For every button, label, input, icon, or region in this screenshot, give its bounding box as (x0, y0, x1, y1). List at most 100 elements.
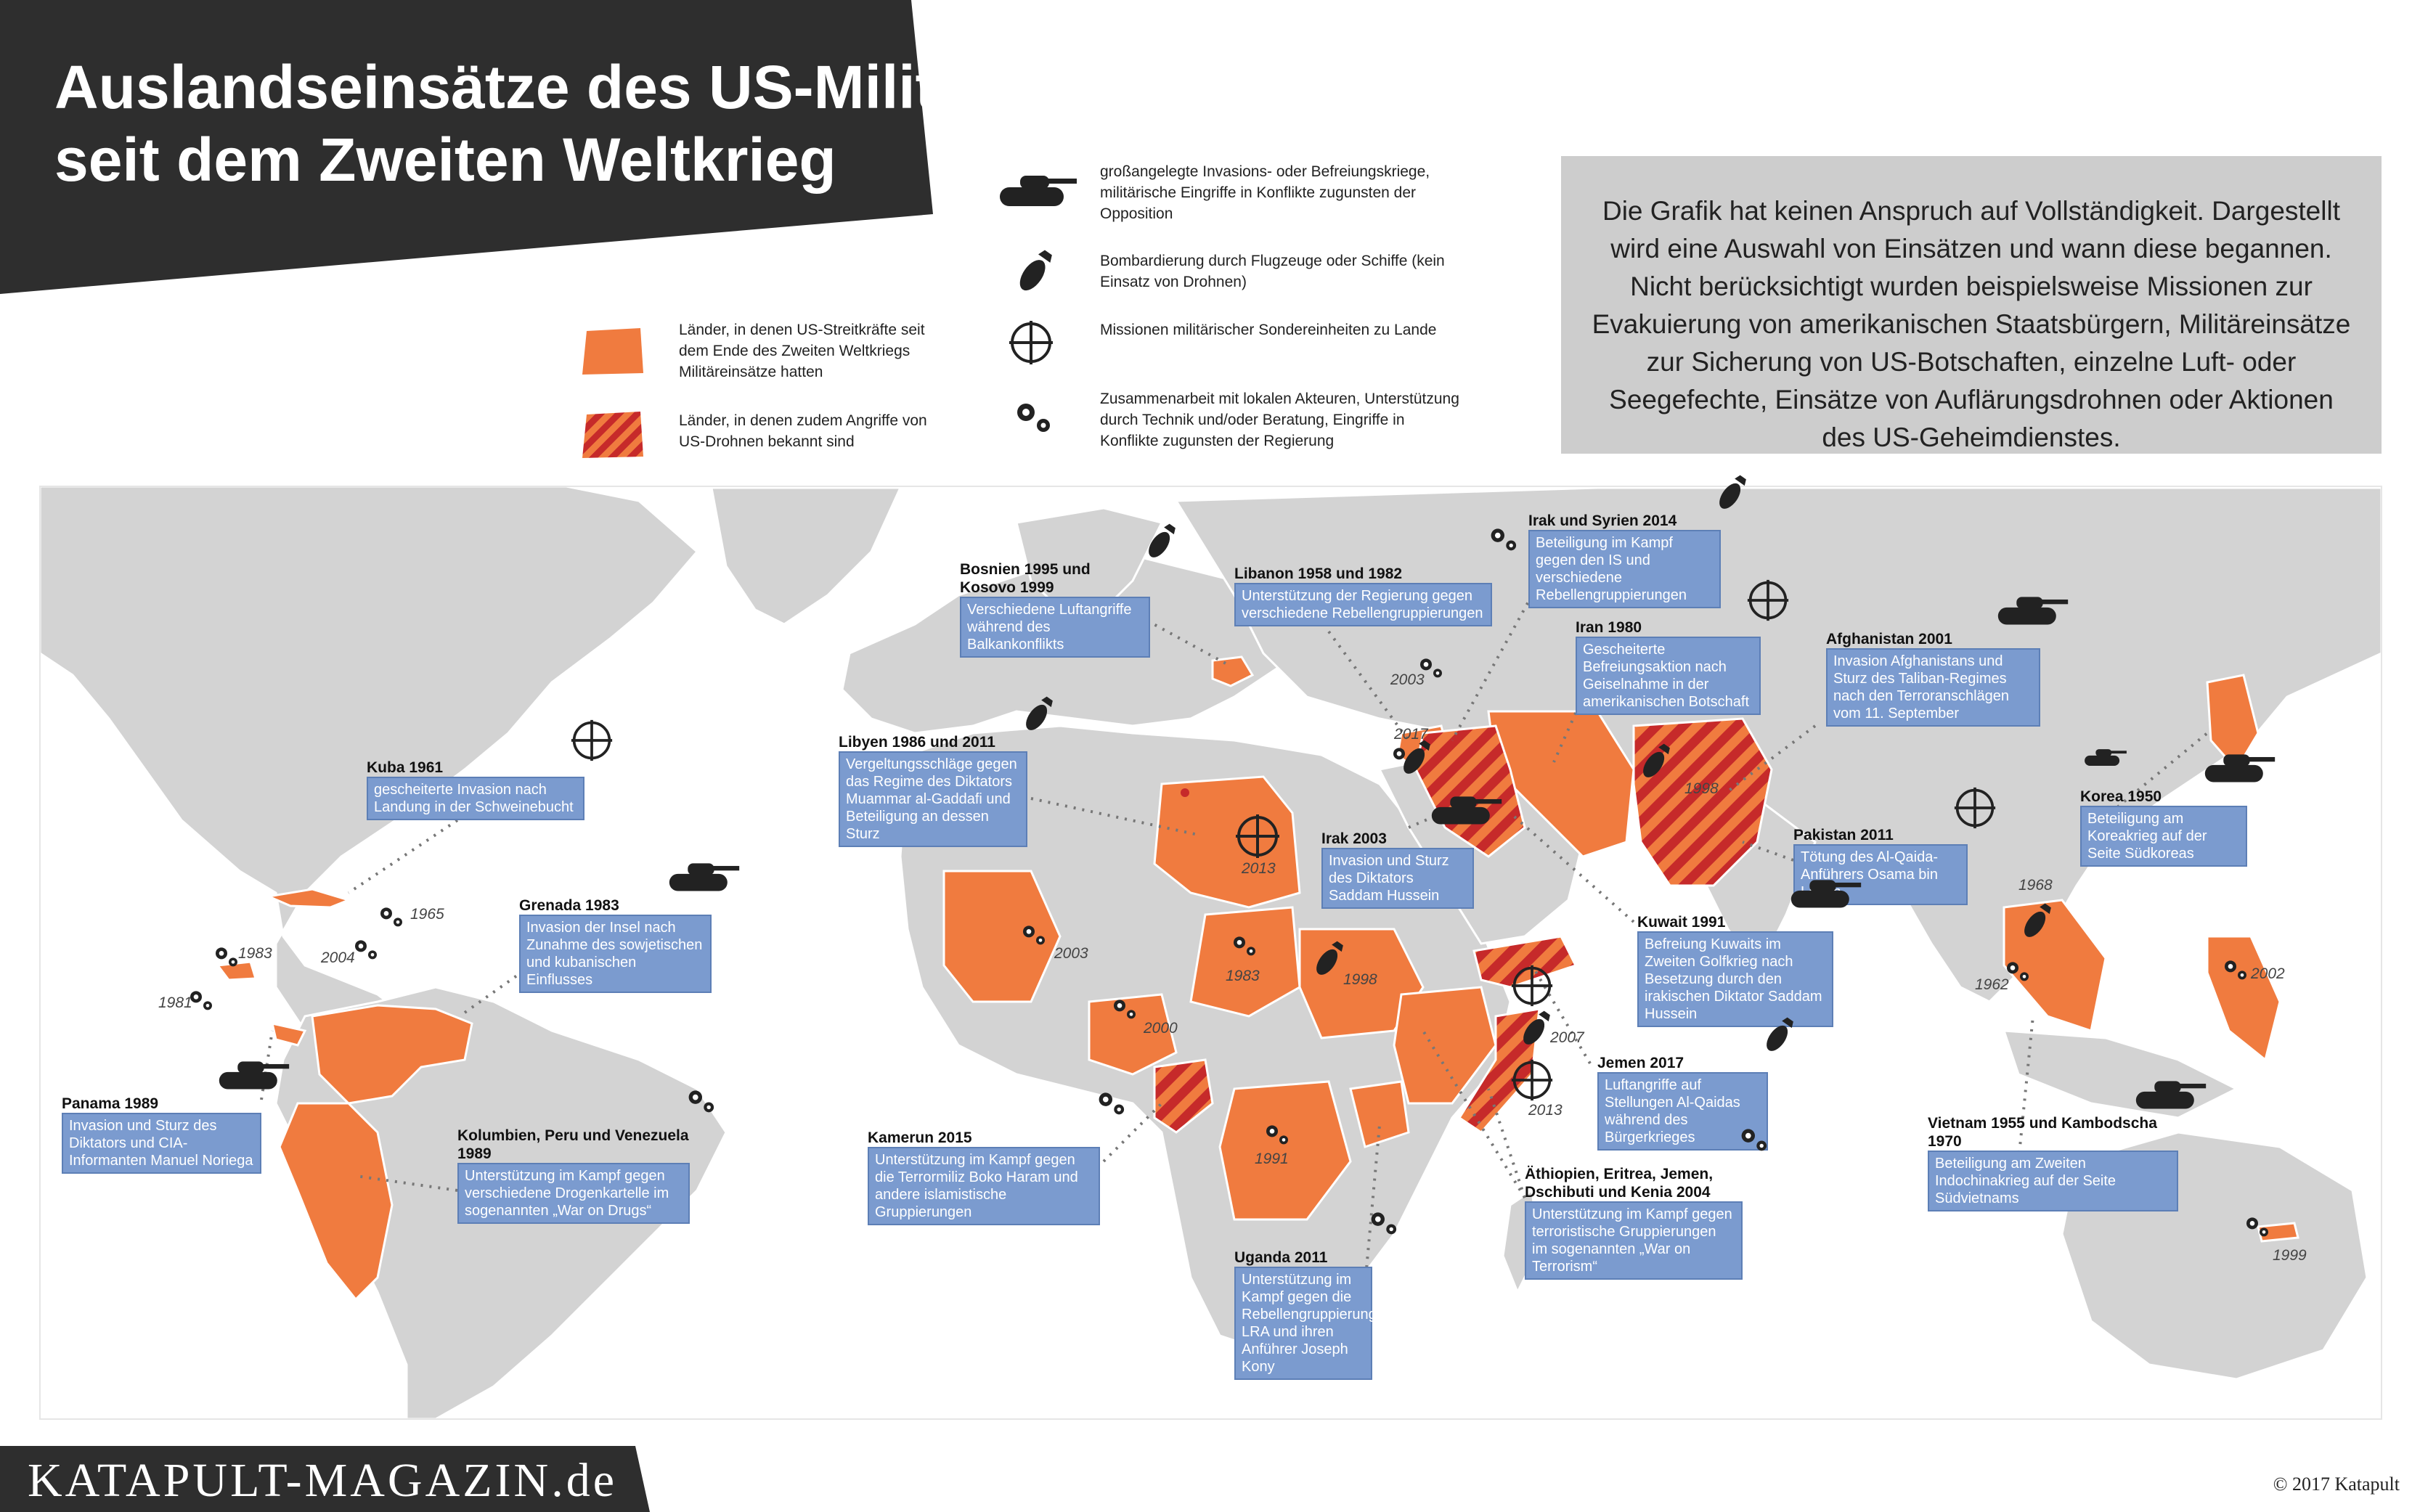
annotation-title: Irak und Syrien 2014 (1528, 512, 1677, 529)
year-label: 2013 (1242, 860, 1276, 877)
legend-bomb-text: Bombardierung durch Flugzeuge oder Schif… (1100, 253, 1445, 290)
annotation-text: Invasion Afghanistans und Sturz des Tali… (1826, 648, 2040, 727)
year-label: 2003 (1054, 945, 1088, 962)
bomb-icon (2024, 903, 2051, 937)
map-frame (39, 486, 2382, 1420)
gears-icon (2246, 1217, 2268, 1237)
tank-icon (1000, 176, 1077, 206)
country-afghanistan-pakistan (1632, 717, 1773, 887)
dot-icon (1181, 788, 1189, 797)
annotation: Panama 1989 Invasion und Sturz des Diktat… (62, 1061, 290, 1174)
annotation-text: Invasion und Sturz des Diktators und CIA… (62, 1113, 261, 1174)
annotation: Irak und Syrien 2014 Beteiligung im Kampf… (1528, 475, 1746, 608)
gears-icon (1368, 1209, 1401, 1241)
annotation-text: Unterstützung im Kampf gegen terroristis… (1525, 1201, 1743, 1280)
year-label: 1965 (410, 906, 444, 923)
tank-icon (2085, 749, 2127, 766)
gears-icon (685, 1087, 719, 1119)
annotation: Kuba 1961 gescheiterte Invasion nach Land… (367, 719, 613, 820)
gears-icon (1420, 658, 1442, 678)
tank-icon (1997, 590, 2069, 634)
annotation: Grenada 1983 Invasion der Insel nach Zuna… (519, 863, 740, 993)
gears-icon (1488, 525, 1521, 557)
annotation-title: Panama 1989 (62, 1095, 159, 1112)
annotation-title: Afghanistan 2001 (1826, 631, 1952, 647)
annotation: Kolumbien, Peru und Venezuela 1989 Unters… (457, 1090, 714, 1224)
year-label: 1991 (1255, 1151, 1289, 1167)
tank-icon (218, 1055, 290, 1098)
year-label: 2017 (1394, 726, 1428, 743)
annotation-text: Unterstützung der Regierung gegen versch… (1234, 583, 1492, 626)
annotation: Bosnien 1995 und Kosovo 1999 Verschiedene… (960, 523, 1176, 658)
bomb-icon (1403, 740, 1430, 774)
annotation-title: Pakistan 2011 (1793, 827, 1894, 843)
drone-strike-countries (1153, 717, 1773, 1134)
annotation-text: Befreiung Kuwaits im Zweiten Golfkrieg n… (1637, 931, 1833, 1027)
tank-icon (2135, 1074, 2207, 1118)
crosshair-icon (1236, 814, 1279, 858)
annotation-title: Libyen 1986 und 2011 (839, 734, 995, 751)
year-label: 2004 (321, 949, 355, 966)
legend-striped-swatch (582, 412, 643, 458)
gears-icon (216, 947, 237, 967)
brand-background (0, 1446, 650, 1512)
annotation-text: Beteiligung am Koreakrieg auf der Seite … (2080, 806, 2247, 867)
annotation: Afghanistan 2001 Invasion Afghanistans un… (1826, 597, 2069, 727)
annotation: Jemen 2017 Luftangriffe auf Stellungen Al… (1597, 1017, 1793, 1151)
annotation-title: Jemen 2017 (1597, 1055, 1684, 1071)
legend-crosshair-text: Missionen militärischer Sondereinheiten … (1100, 322, 1437, 338)
gears-icon (1017, 404, 1050, 432)
country-honduras (216, 960, 257, 981)
annotation-text: Invasion der Insel nach Zunahme des sowj… (519, 915, 712, 993)
annotation: Irak 2003 Invasion und Sturz des Diktator… (1321, 796, 1502, 909)
tank-icon (1790, 873, 1862, 917)
country-panama (271, 1022, 307, 1047)
year-label: 1981 (158, 994, 192, 1011)
country-colombia-venezuela (311, 1004, 473, 1105)
annotation: Korea 1950 Beteiligung am Koreakrieg auf … (2080, 754, 2276, 867)
year-label: 2007 (1550, 1029, 1584, 1046)
bomb-icon (1523, 1010, 1550, 1045)
annotation: Kuwait 1991 Befreiung Kuwaits im Zweiten … (1637, 880, 1862, 1027)
gears-icon (2007, 962, 2029, 981)
gears-icon (1266, 1125, 1288, 1145)
country-congo (1218, 1080, 1352, 1221)
annotation-title: Iran 1980 (1576, 619, 1642, 636)
annotation-title: Kamerun 2015 (868, 1129, 972, 1146)
crosshair-icon (1511, 965, 1553, 1007)
bomb-icon (1761, 1014, 1797, 1061)
annotation-text: Beteiligung im Kampf gegen den IS und ve… (1528, 530, 1721, 608)
legend-gears-text: Zusammenarbeit mit lokalen Akteuren, Unt… (1100, 391, 1459, 449)
bomb-icon (1643, 743, 1670, 777)
year-label: 1968 (2018, 877, 2053, 894)
disclaimer-text: Die Grafik hat keinen Anspruch auf Volls… (1592, 196, 2351, 452)
annotation-title: Irak 2003 (1321, 830, 1387, 847)
tank-icon (2204, 748, 2276, 791)
annotation-title: Libanon 1958 und 1982 (1234, 565, 1403, 582)
country-korea (2206, 674, 2260, 772)
title-line-1: Auslandseinsätze des US-Militärs (54, 53, 1027, 121)
title-background (0, 0, 933, 294)
disclaimer-box: Die Grafik hat keinen Anspruch auf Volls… (1561, 156, 2382, 454)
annotation: Iran 1980 Gescheiterte Befreiungsaktion n… (1576, 579, 1789, 715)
annotation-text: Unterstützung im Kampf gegen die Terrorm… (868, 1147, 1100, 1225)
crosshair-icon (1746, 579, 1790, 626)
annotation-title: Grenada 1983 (519, 897, 619, 914)
gears-icon (1738, 1125, 1772, 1158)
country-niger-chad (1189, 906, 1301, 1018)
country-nigeria (1088, 993, 1178, 1076)
bomb-icon (1020, 693, 1056, 740)
gears-icon (1234, 936, 1255, 956)
annotation: Libanon 1958 und 1982 Unterstützung der R… (1234, 528, 1517, 626)
brand-logo[interactable]: KATAPULT-MAGAZIN.de (28, 1454, 617, 1507)
gears-icon (380, 907, 402, 927)
greenland (710, 486, 903, 626)
country-ethiopia-kenya (1393, 986, 1497, 1105)
legend-tank-text: großangelegte Invasions- oder Befreiungs… (1100, 163, 1430, 222)
country-cuba (264, 888, 352, 909)
year-label: 1999 (2273, 1247, 2307, 1264)
bomb-icon (1019, 250, 1052, 291)
annotation-text: Verschiedene Luftangriffe während des Ba… (960, 597, 1150, 658)
annotation: Vietnam 1955 und Kambodscha 1970 Beteilig… (1928, 1081, 2207, 1211)
gears-icon (1096, 1089, 1129, 1121)
